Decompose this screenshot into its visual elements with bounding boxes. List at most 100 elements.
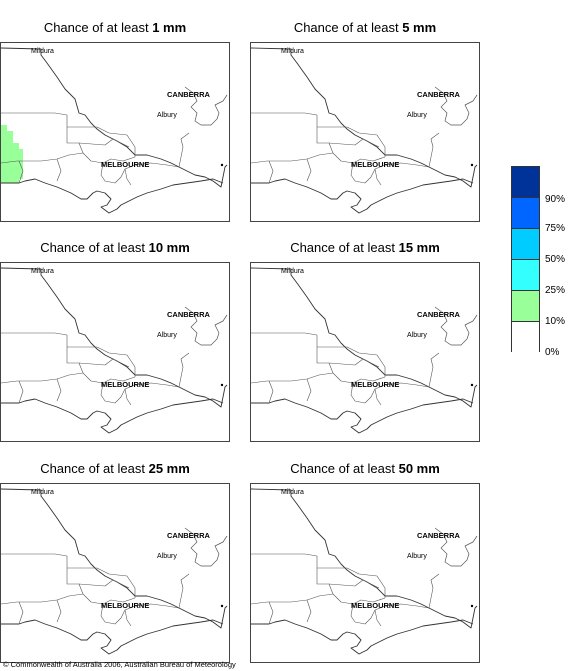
panel-title: Chance of at least 10 mm: [40, 240, 190, 255]
district-boundary: [1, 556, 84, 605]
legend-label-0: 0%: [545, 347, 560, 358]
map-label-albury: Albury: [157, 332, 177, 339]
state-border: [1, 267, 228, 408]
district-boundary: [18, 380, 24, 404]
map-label-mildura: Mildura: [281, 48, 304, 55]
district-boundary: [56, 158, 62, 182]
legend-label-25: 25%: [545, 285, 566, 296]
map-label-canberra: CANBERRA: [417, 90, 461, 99]
district-boundary: [100, 603, 180, 625]
district-boundary: [317, 346, 386, 377]
map-panel-15mm: Chance of at least 15 mm Mildura CANBERRA…: [250, 240, 480, 445]
district-boundary: [1, 112, 68, 116]
district-boundary: [350, 382, 430, 404]
district-map: Mildura CANBERRA Albury MELBOURNE: [1, 267, 228, 434]
coast-marker: [220, 163, 224, 167]
map-label-mildura: Mildura: [31, 489, 54, 496]
district-boundary: [82, 593, 136, 605]
district-boundary: [306, 158, 312, 182]
district-boundary: [56, 378, 62, 402]
legend-swatch-25: [512, 260, 539, 291]
coastline: [251, 619, 474, 655]
state-border: [251, 47, 478, 188]
legend-swatch-75: [512, 198, 539, 229]
panel-title: Chance of at least 25 mm: [40, 461, 190, 476]
district-boundary: [428, 573, 440, 609]
map-label-canberra: CANBERRA: [167, 90, 211, 99]
district-boundary: [100, 382, 180, 404]
district-boundary: [82, 152, 136, 164]
district-boundary: [317, 567, 386, 598]
map-frame: Mildura CANBERRA Albury MELBOURNE: [0, 262, 230, 442]
district-boundary: [67, 126, 136, 157]
map-label-canberra: CANBERRA: [167, 310, 211, 319]
map-label-canberra: CANBERRA: [417, 531, 461, 540]
legend-swatch-10: [512, 291, 539, 322]
district-boundary: [268, 601, 274, 625]
coastline: [1, 619, 224, 655]
map-label-melbourne: MELBOURNE: [351, 380, 399, 389]
coast-marker: [220, 604, 224, 608]
district-map: Mildura CANBERRA Albury MELBOURNE: [251, 47, 478, 214]
coast-marker: [470, 604, 474, 608]
district-boundary: [317, 126, 386, 157]
legend-label-50: 50%: [545, 254, 566, 265]
district-boundary: [251, 332, 318, 336]
district-map: Mildura CANBERRA Albury MELBOURNE: [1, 488, 228, 655]
district-boundary: [1, 553, 68, 557]
act-border: [434, 86, 478, 126]
map-label-melbourne: MELBOURNE: [101, 601, 149, 610]
coastline: [1, 178, 224, 214]
district-map: Mildura CANBERRA Albury MELBOURNE: [1, 47, 228, 214]
district-boundary: [328, 138, 380, 148]
state-border: [1, 47, 228, 188]
district-boundary: [251, 553, 318, 557]
map-label-mildura: Mildura: [31, 268, 54, 275]
district-map: Mildura CANBERRA Albury MELBOURNE: [251, 267, 478, 434]
map-label-canberra: CANBERRA: [167, 531, 211, 540]
district-boundary: [332, 372, 386, 384]
legend-label-90: 90%: [545, 194, 566, 205]
map-frame: Mildura CANBERRA Albury MELBOURNE: [0, 42, 230, 222]
district-boundary: [124, 168, 132, 186]
map-label-albury: Albury: [157, 112, 177, 119]
panel-title: Chance of at least 15 mm: [290, 240, 440, 255]
coastline: [251, 178, 474, 214]
district-boundary: [1, 332, 68, 336]
map-label-melbourne: MELBOURNE: [101, 380, 149, 389]
map-label-mildura: Mildura: [281, 268, 304, 275]
legend-label-75: 75%: [545, 223, 566, 234]
district-boundary: [251, 556, 334, 605]
probability-shading: [1, 125, 23, 183]
map-label-mildura: Mildura: [281, 489, 304, 496]
district-boundary: [124, 609, 132, 627]
map-panel-10mm: Chance of at least 10 mm Mildura CANBERRA…: [0, 240, 230, 445]
map-label-albury: Albury: [407, 112, 427, 119]
copyright-notice: © Commonwealth of Australia 2006, Austra…: [3, 660, 236, 669]
district-boundary: [251, 115, 334, 164]
map-label-canberra: CANBERRA: [417, 310, 461, 319]
state-border: [251, 488, 478, 629]
legend-label-10: 10%: [545, 316, 566, 327]
district-boundary: [428, 352, 440, 388]
act-border: [434, 306, 478, 346]
map-panel-5mm: Chance of at least 5 mm Mildura CANBERRA A…: [250, 20, 480, 225]
district-boundary: [78, 358, 130, 368]
district-boundary: [306, 378, 312, 402]
coastline: [251, 398, 474, 434]
district-boundary: [350, 162, 430, 184]
district-boundary: [268, 160, 274, 184]
coast-marker: [470, 163, 474, 167]
state-border: [1, 488, 228, 629]
act-border: [434, 527, 478, 567]
map-label-melbourne: MELBOURNE: [351, 160, 399, 169]
district-boundary: [178, 573, 190, 609]
legend-swatch-90: [512, 167, 539, 198]
district-boundary: [374, 168, 382, 186]
district-boundary: [124, 388, 132, 406]
map-label-mildura: Mildura: [31, 48, 54, 55]
district-boundary: [328, 358, 380, 368]
map-frame: Mildura CANBERRA Albury MELBOURNE: [250, 262, 480, 442]
panel-title: Chance of at least 50 mm: [290, 461, 440, 476]
district-boundary: [1, 335, 84, 384]
